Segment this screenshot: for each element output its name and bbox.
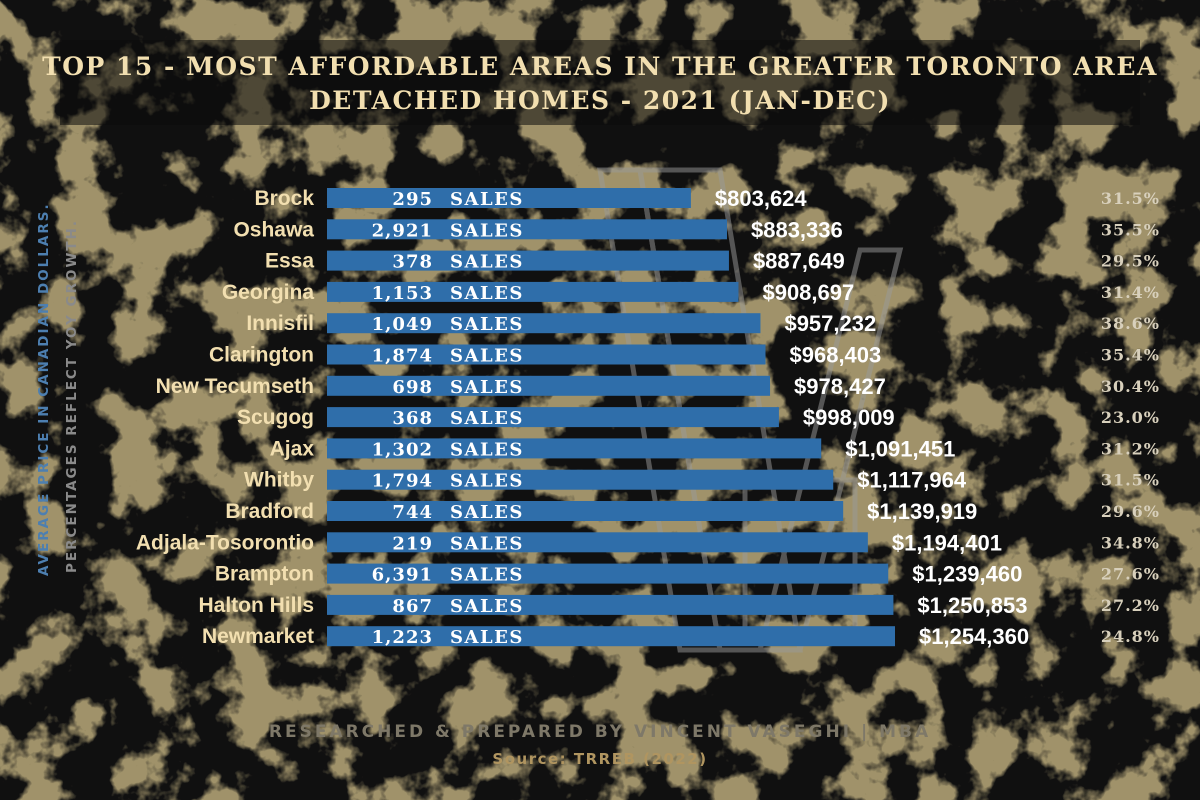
area-label: Ajax: [270, 437, 315, 460]
chart-subtitle: DETACHED HOMES - 2021 (JAN-DEC): [309, 86, 891, 115]
bar: [327, 532, 868, 553]
sales-count: 867: [392, 596, 433, 617]
price-label: $1,139,919: [867, 499, 977, 524]
area-label: Essa: [265, 250, 314, 273]
source-line: Source: TRREB (2022): [492, 750, 708, 768]
area-label: Newmarket: [202, 625, 314, 648]
sales-count: 1,049: [372, 314, 433, 335]
bar: [327, 407, 779, 428]
area-label: Georgina: [222, 281, 315, 304]
sales-suffix: SALES: [450, 627, 524, 648]
area-label: Bradford: [225, 500, 314, 523]
title-panel: [60, 40, 1140, 125]
price-label: $1,239,460: [912, 562, 1022, 587]
growth-label: 29.5%: [1101, 252, 1160, 271]
price-label: $883,336: [751, 217, 843, 242]
growth-label: 35.5%: [1101, 220, 1160, 239]
growth-label: 24.8%: [1101, 627, 1160, 646]
growth-label: 29.6%: [1101, 502, 1160, 521]
area-label: Whitby: [244, 469, 314, 492]
bar: [327, 250, 729, 271]
sales-suffix: SALES: [450, 189, 524, 210]
sales-suffix: SALES: [450, 314, 524, 335]
growth-label: 31.2%: [1101, 439, 1160, 458]
growth-label: 31.5%: [1101, 189, 1160, 208]
price-label: $1,091,451: [845, 436, 955, 461]
bar: [327, 281, 739, 302]
sales-count: 1,874: [372, 346, 433, 367]
bar: [327, 219, 727, 240]
price-label: $957,232: [784, 311, 876, 336]
sales-count: 2,921: [372, 220, 433, 241]
sales-suffix: SALES: [450, 408, 524, 429]
sales-count: 1,302: [372, 439, 433, 460]
sales-suffix: SALES: [450, 346, 524, 367]
growth-label: 38.6%: [1101, 314, 1160, 333]
price-label: $1,250,853: [917, 593, 1027, 618]
area-label: Halton Hills: [198, 594, 314, 617]
bar: [327, 344, 766, 365]
price-label: $1,117,964: [857, 468, 967, 493]
chart-title: TOP 15 - MOST AFFORDABLE AREAS IN THE GR…: [42, 52, 1158, 81]
sales-suffix: SALES: [450, 533, 524, 554]
price-label: $998,009: [803, 405, 895, 430]
area-label: Adjala-Tosorontio: [136, 531, 314, 554]
sales-suffix: SALES: [450, 220, 524, 241]
bar: [327, 438, 822, 459]
area-label: New Tecumseth: [156, 375, 314, 398]
sales-count: 1,223: [372, 627, 433, 648]
bar: [327, 563, 889, 584]
sales-suffix: SALES: [450, 565, 524, 586]
sales-count: 1,794: [372, 471, 433, 492]
sales-suffix: SALES: [450, 471, 524, 492]
credit-line: RESEARCHED & PREPARED BY VINCENT VASEGHI…: [268, 722, 932, 742]
bar: [327, 313, 761, 334]
price-label: $887,649: [753, 249, 845, 274]
sales-count: 744: [392, 502, 433, 523]
bar: [327, 626, 895, 647]
sales-suffix: SALES: [450, 502, 524, 523]
sales-count: 1,153: [372, 283, 433, 304]
sales-suffix: SALES: [450, 252, 524, 273]
sales-suffix: SALES: [450, 439, 524, 460]
price-label: $908,697: [762, 280, 854, 305]
sales-suffix: SALES: [450, 377, 524, 398]
bar: [327, 594, 894, 615]
area-label: Brock: [254, 187, 314, 210]
bar: [327, 188, 691, 208]
sales-count: 698: [392, 377, 433, 398]
sales-count: 368: [392, 408, 433, 429]
growth-label: 31.4%: [1101, 283, 1160, 302]
bar: [327, 501, 844, 521]
area-label: Oshawa: [233, 218, 314, 241]
price-label: $968,403: [790, 343, 882, 368]
area-label: Scugog: [237, 406, 314, 429]
sales-count: 378: [392, 252, 433, 273]
sales-count: 219: [392, 533, 433, 554]
sales-count: 6,391: [372, 565, 433, 586]
sales-suffix: SALES: [450, 283, 524, 304]
price-label: $1,254,360: [919, 624, 1029, 649]
area-label: Clarington: [209, 344, 314, 367]
growth-label: 35.4%: [1101, 346, 1160, 365]
growth-label: 30.4%: [1101, 377, 1160, 396]
growth-label: 27.6%: [1101, 565, 1160, 584]
area-label: Innisfil: [246, 312, 314, 335]
sales-count: 295: [392, 189, 433, 210]
area-label: Brampton: [215, 563, 314, 586]
growth-label: 27.2%: [1101, 596, 1160, 615]
bar: [327, 375, 771, 396]
price-label: $978,427: [794, 374, 886, 399]
price-label: $803,624: [715, 186, 808, 211]
growth-label: 31.5%: [1101, 471, 1160, 490]
growth-label: 34.8%: [1101, 533, 1160, 552]
growth-label: 23.0%: [1101, 408, 1160, 427]
sales-suffix: SALES: [450, 596, 524, 617]
bar: [327, 469, 834, 490]
price-label: $1,194,401: [892, 530, 1002, 555]
